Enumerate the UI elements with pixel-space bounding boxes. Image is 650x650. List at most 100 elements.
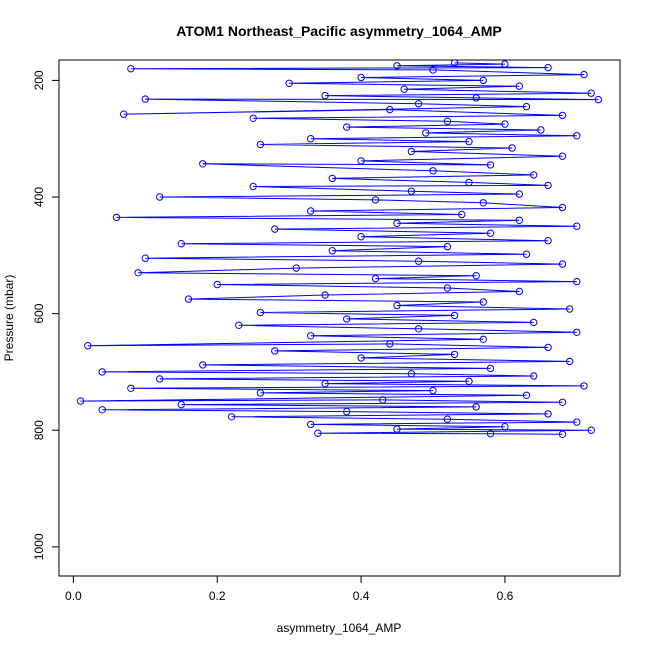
data-point bbox=[522, 391, 531, 399]
data-point bbox=[566, 305, 574, 313]
data-point bbox=[199, 160, 207, 168]
data-point bbox=[422, 129, 430, 137]
data-point bbox=[386, 105, 394, 114]
data-point bbox=[76, 397, 85, 405]
data-point bbox=[558, 398, 567, 406]
data-point bbox=[213, 280, 221, 289]
data-point bbox=[271, 347, 279, 355]
data-point bbox=[371, 196, 380, 204]
plot-frame bbox=[58, 59, 621, 577]
data-point bbox=[443, 242, 452, 251]
data-point bbox=[414, 100, 423, 108]
data-point bbox=[573, 222, 581, 230]
data-point bbox=[407, 370, 416, 378]
data-point bbox=[235, 321, 243, 329]
data-point bbox=[321, 379, 329, 388]
data-point bbox=[249, 114, 257, 123]
data-point bbox=[429, 386, 437, 395]
data-point bbox=[256, 308, 265, 317]
y-axis-label: Pressure (mbar) bbox=[2, 275, 16, 362]
data-point bbox=[558, 203, 567, 212]
data-point bbox=[479, 76, 487, 85]
data-point bbox=[544, 181, 552, 190]
data-point bbox=[227, 413, 236, 421]
data-point bbox=[580, 382, 588, 390]
data-point bbox=[112, 213, 121, 222]
data-point bbox=[443, 117, 452, 125]
data-point bbox=[558, 260, 567, 268]
data-point bbox=[530, 171, 538, 179]
data-point bbox=[379, 396, 387, 404]
data-point bbox=[156, 375, 164, 383]
series-line bbox=[80, 62, 599, 435]
data-point bbox=[307, 420, 315, 429]
data-point bbox=[530, 318, 538, 327]
data-point bbox=[156, 193, 164, 201]
data-point bbox=[501, 120, 509, 128]
data-point bbox=[393, 425, 401, 433]
data-point bbox=[127, 65, 135, 73]
data-point bbox=[343, 407, 351, 416]
data-point bbox=[465, 137, 473, 146]
data-point bbox=[414, 257, 423, 265]
data-point bbox=[472, 272, 480, 280]
y-tick-label: 600 bbox=[32, 303, 46, 323]
data-point bbox=[134, 269, 142, 277]
data-point bbox=[393, 219, 401, 228]
data-point bbox=[184, 295, 193, 303]
data-point bbox=[587, 89, 595, 97]
data-point bbox=[587, 426, 595, 434]
data-point bbox=[465, 377, 473, 385]
data-point bbox=[515, 287, 523, 296]
data-point bbox=[393, 62, 401, 70]
data-point bbox=[573, 418, 581, 426]
data-point bbox=[486, 229, 495, 237]
x-tick-label: 0.2 bbox=[209, 589, 226, 603]
data-point bbox=[479, 298, 487, 306]
data-point bbox=[558, 152, 567, 160]
data-point bbox=[544, 63, 552, 72]
data-point bbox=[84, 342, 92, 350]
data-point bbox=[573, 132, 581, 140]
data-point bbox=[307, 207, 315, 215]
data-point bbox=[501, 60, 509, 68]
data-point bbox=[573, 277, 581, 286]
x-axis: 0.0 0.2 0.4 0.6 bbox=[65, 575, 514, 603]
data-point bbox=[328, 174, 336, 183]
data-point bbox=[458, 210, 466, 219]
data-point bbox=[414, 325, 423, 333]
data-point bbox=[141, 254, 150, 262]
chart-title: ATOM1 Northeast_Pacific asymmetry_1064_A… bbox=[176, 23, 502, 39]
data-point bbox=[566, 357, 574, 366]
data-point bbox=[508, 144, 516, 152]
data-point bbox=[357, 233, 365, 241]
data-point bbox=[443, 284, 452, 292]
data-point bbox=[343, 315, 351, 323]
y-tick-label: 1000 bbox=[32, 533, 46, 560]
data-point bbox=[429, 66, 437, 74]
data-point bbox=[177, 240, 186, 248]
x-tick-label: 0.4 bbox=[353, 589, 370, 603]
data-point bbox=[530, 372, 538, 380]
data-point bbox=[486, 430, 495, 438]
data-point bbox=[450, 350, 459, 359]
data-point bbox=[558, 111, 567, 120]
data-point bbox=[127, 384, 135, 392]
data-point bbox=[594, 95, 603, 104]
data-point bbox=[522, 250, 531, 258]
data-point bbox=[199, 361, 207, 369]
data-point bbox=[486, 364, 495, 373]
data-point bbox=[544, 410, 552, 418]
data-point bbox=[357, 157, 365, 165]
data-point bbox=[450, 60, 459, 67]
series-layer bbox=[76, 60, 603, 438]
data-point bbox=[120, 110, 128, 118]
data-point bbox=[537, 126, 545, 134]
data-point bbox=[429, 167, 437, 175]
data-point bbox=[271, 225, 279, 233]
data-point bbox=[407, 147, 416, 156]
data-point bbox=[472, 94, 480, 102]
data-point bbox=[256, 140, 265, 149]
y-axis: 200 400 600 800 1000 bbox=[32, 70, 60, 560]
